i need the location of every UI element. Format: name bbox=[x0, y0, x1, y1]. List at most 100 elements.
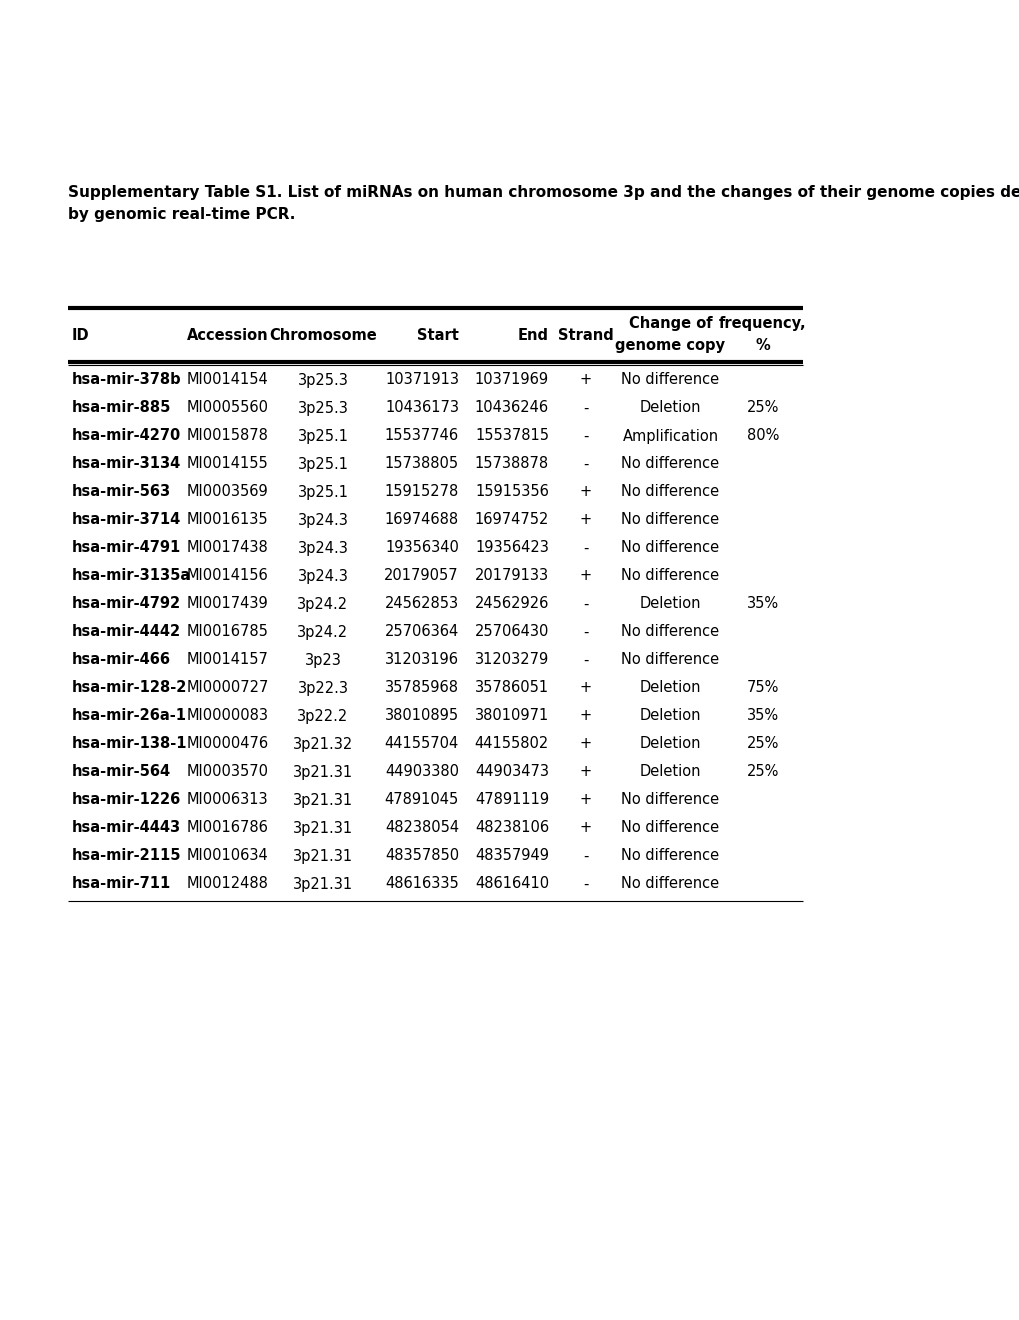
Text: -: - bbox=[582, 597, 588, 611]
Text: +: + bbox=[579, 484, 591, 499]
Text: 44155704: 44155704 bbox=[384, 737, 459, 751]
Text: -: - bbox=[582, 652, 588, 668]
Text: MI0016135: MI0016135 bbox=[186, 512, 268, 528]
Text: No difference: No difference bbox=[621, 569, 718, 583]
Text: 15915356: 15915356 bbox=[475, 484, 548, 499]
Text: MI0014157: MI0014157 bbox=[186, 652, 269, 668]
Text: MI0016785: MI0016785 bbox=[186, 624, 269, 639]
Text: 48616335: 48616335 bbox=[385, 876, 459, 891]
Text: -: - bbox=[582, 849, 588, 863]
Text: 3p22.3: 3p22.3 bbox=[298, 681, 348, 696]
Text: Change of: Change of bbox=[628, 315, 711, 331]
Text: MI0016786: MI0016786 bbox=[186, 821, 269, 836]
Text: No difference: No difference bbox=[621, 512, 718, 528]
Text: 10436173: 10436173 bbox=[384, 400, 459, 416]
Text: +: + bbox=[579, 569, 591, 583]
Text: Deletion: Deletion bbox=[639, 709, 701, 723]
Text: 20179057: 20179057 bbox=[384, 569, 459, 583]
Text: No difference: No difference bbox=[621, 457, 718, 471]
Text: Strand: Strand bbox=[557, 329, 612, 343]
Text: +: + bbox=[579, 737, 591, 751]
Text: 3p21.31: 3p21.31 bbox=[292, 764, 353, 780]
Text: 35786051: 35786051 bbox=[475, 681, 548, 696]
Text: hsa-mir-711: hsa-mir-711 bbox=[72, 876, 171, 891]
Text: +: + bbox=[579, 764, 591, 780]
Text: +: + bbox=[579, 792, 591, 808]
Text: 44155802: 44155802 bbox=[474, 737, 548, 751]
Text: MI0003569: MI0003569 bbox=[186, 484, 268, 499]
Text: 48238054: 48238054 bbox=[384, 821, 459, 836]
Text: 80%: 80% bbox=[746, 429, 779, 444]
Text: +: + bbox=[579, 512, 591, 528]
Text: hsa-mir-138-1: hsa-mir-138-1 bbox=[72, 737, 187, 751]
Text: MI0000727: MI0000727 bbox=[186, 681, 269, 696]
Text: hsa-mir-563: hsa-mir-563 bbox=[72, 484, 171, 499]
Text: 3p25.3: 3p25.3 bbox=[298, 400, 348, 416]
Text: hsa-mir-885: hsa-mir-885 bbox=[72, 400, 171, 416]
Text: 10436246: 10436246 bbox=[475, 400, 548, 416]
Text: 3p22.2: 3p22.2 bbox=[298, 709, 348, 723]
Text: 44903380: 44903380 bbox=[384, 764, 459, 780]
Text: 3p23: 3p23 bbox=[305, 652, 341, 668]
Text: End: End bbox=[518, 329, 548, 343]
Text: MI0015878: MI0015878 bbox=[186, 429, 269, 444]
Text: hsa-mir-564: hsa-mir-564 bbox=[72, 764, 171, 780]
Text: Amplification: Amplification bbox=[622, 429, 717, 444]
Text: 16974752: 16974752 bbox=[474, 512, 548, 528]
Text: No difference: No difference bbox=[621, 876, 718, 891]
Text: 3p21.31: 3p21.31 bbox=[292, 849, 353, 863]
Text: -: - bbox=[582, 624, 588, 639]
Text: 20179133: 20179133 bbox=[475, 569, 548, 583]
Text: No difference: No difference bbox=[621, 372, 718, 388]
Text: hsa-mir-4442: hsa-mir-4442 bbox=[72, 624, 181, 639]
Text: 31203196: 31203196 bbox=[384, 652, 459, 668]
Text: -: - bbox=[582, 876, 588, 891]
Text: 15738878: 15738878 bbox=[475, 457, 548, 471]
Text: frequency,: frequency, bbox=[718, 315, 806, 331]
Text: hsa-mir-378b: hsa-mir-378b bbox=[72, 372, 181, 388]
Text: 10371913: 10371913 bbox=[384, 372, 459, 388]
Text: hsa-mir-4270: hsa-mir-4270 bbox=[72, 429, 181, 444]
Text: 19356423: 19356423 bbox=[475, 540, 548, 556]
Text: 15915278: 15915278 bbox=[384, 484, 459, 499]
Text: MI0006313: MI0006313 bbox=[186, 792, 268, 808]
Text: 15738805: 15738805 bbox=[384, 457, 459, 471]
Text: 35%: 35% bbox=[746, 709, 779, 723]
Text: 3p25.1: 3p25.1 bbox=[298, 457, 348, 471]
Text: 38010971: 38010971 bbox=[474, 709, 548, 723]
Text: MI0017439: MI0017439 bbox=[186, 597, 268, 611]
Text: 3p21.31: 3p21.31 bbox=[292, 821, 353, 836]
Text: No difference: No difference bbox=[621, 652, 718, 668]
Text: 48357850: 48357850 bbox=[384, 849, 459, 863]
Text: Deletion: Deletion bbox=[639, 597, 701, 611]
Text: Supplementary Table S1. List of miRNAs on human chromosome 3p and the changes of: Supplementary Table S1. List of miRNAs o… bbox=[68, 185, 1019, 201]
Text: No difference: No difference bbox=[621, 624, 718, 639]
Text: 24562853: 24562853 bbox=[384, 597, 459, 611]
Text: 25%: 25% bbox=[746, 737, 779, 751]
Text: 16974688: 16974688 bbox=[384, 512, 459, 528]
Text: No difference: No difference bbox=[621, 792, 718, 808]
Text: 3p25.3: 3p25.3 bbox=[298, 372, 348, 388]
Text: MI0010634: MI0010634 bbox=[186, 849, 268, 863]
Text: No difference: No difference bbox=[621, 540, 718, 556]
Text: 3p25.1: 3p25.1 bbox=[298, 429, 348, 444]
Text: hsa-mir-3135a: hsa-mir-3135a bbox=[72, 569, 192, 583]
Text: Deletion: Deletion bbox=[639, 400, 701, 416]
Text: MI0014155: MI0014155 bbox=[186, 457, 268, 471]
Text: 3p21.31: 3p21.31 bbox=[292, 792, 353, 808]
Text: hsa-mir-3134: hsa-mir-3134 bbox=[72, 457, 181, 471]
Text: hsa-mir-26a-1: hsa-mir-26a-1 bbox=[72, 709, 186, 723]
Text: 48238106: 48238106 bbox=[475, 821, 548, 836]
Text: MI0014154: MI0014154 bbox=[186, 372, 268, 388]
Text: +: + bbox=[579, 709, 591, 723]
Text: MI0003570: MI0003570 bbox=[186, 764, 269, 780]
Text: genome copy: genome copy bbox=[614, 338, 725, 352]
Text: 3p21.31: 3p21.31 bbox=[292, 876, 353, 891]
Text: Accession: Accession bbox=[186, 329, 268, 343]
Text: hsa-mir-2115: hsa-mir-2115 bbox=[72, 849, 181, 863]
Text: -: - bbox=[582, 400, 588, 416]
Text: 25706364: 25706364 bbox=[384, 624, 459, 639]
Text: 31203279: 31203279 bbox=[474, 652, 548, 668]
Text: ID: ID bbox=[72, 329, 90, 343]
Text: 3p24.3: 3p24.3 bbox=[298, 540, 348, 556]
